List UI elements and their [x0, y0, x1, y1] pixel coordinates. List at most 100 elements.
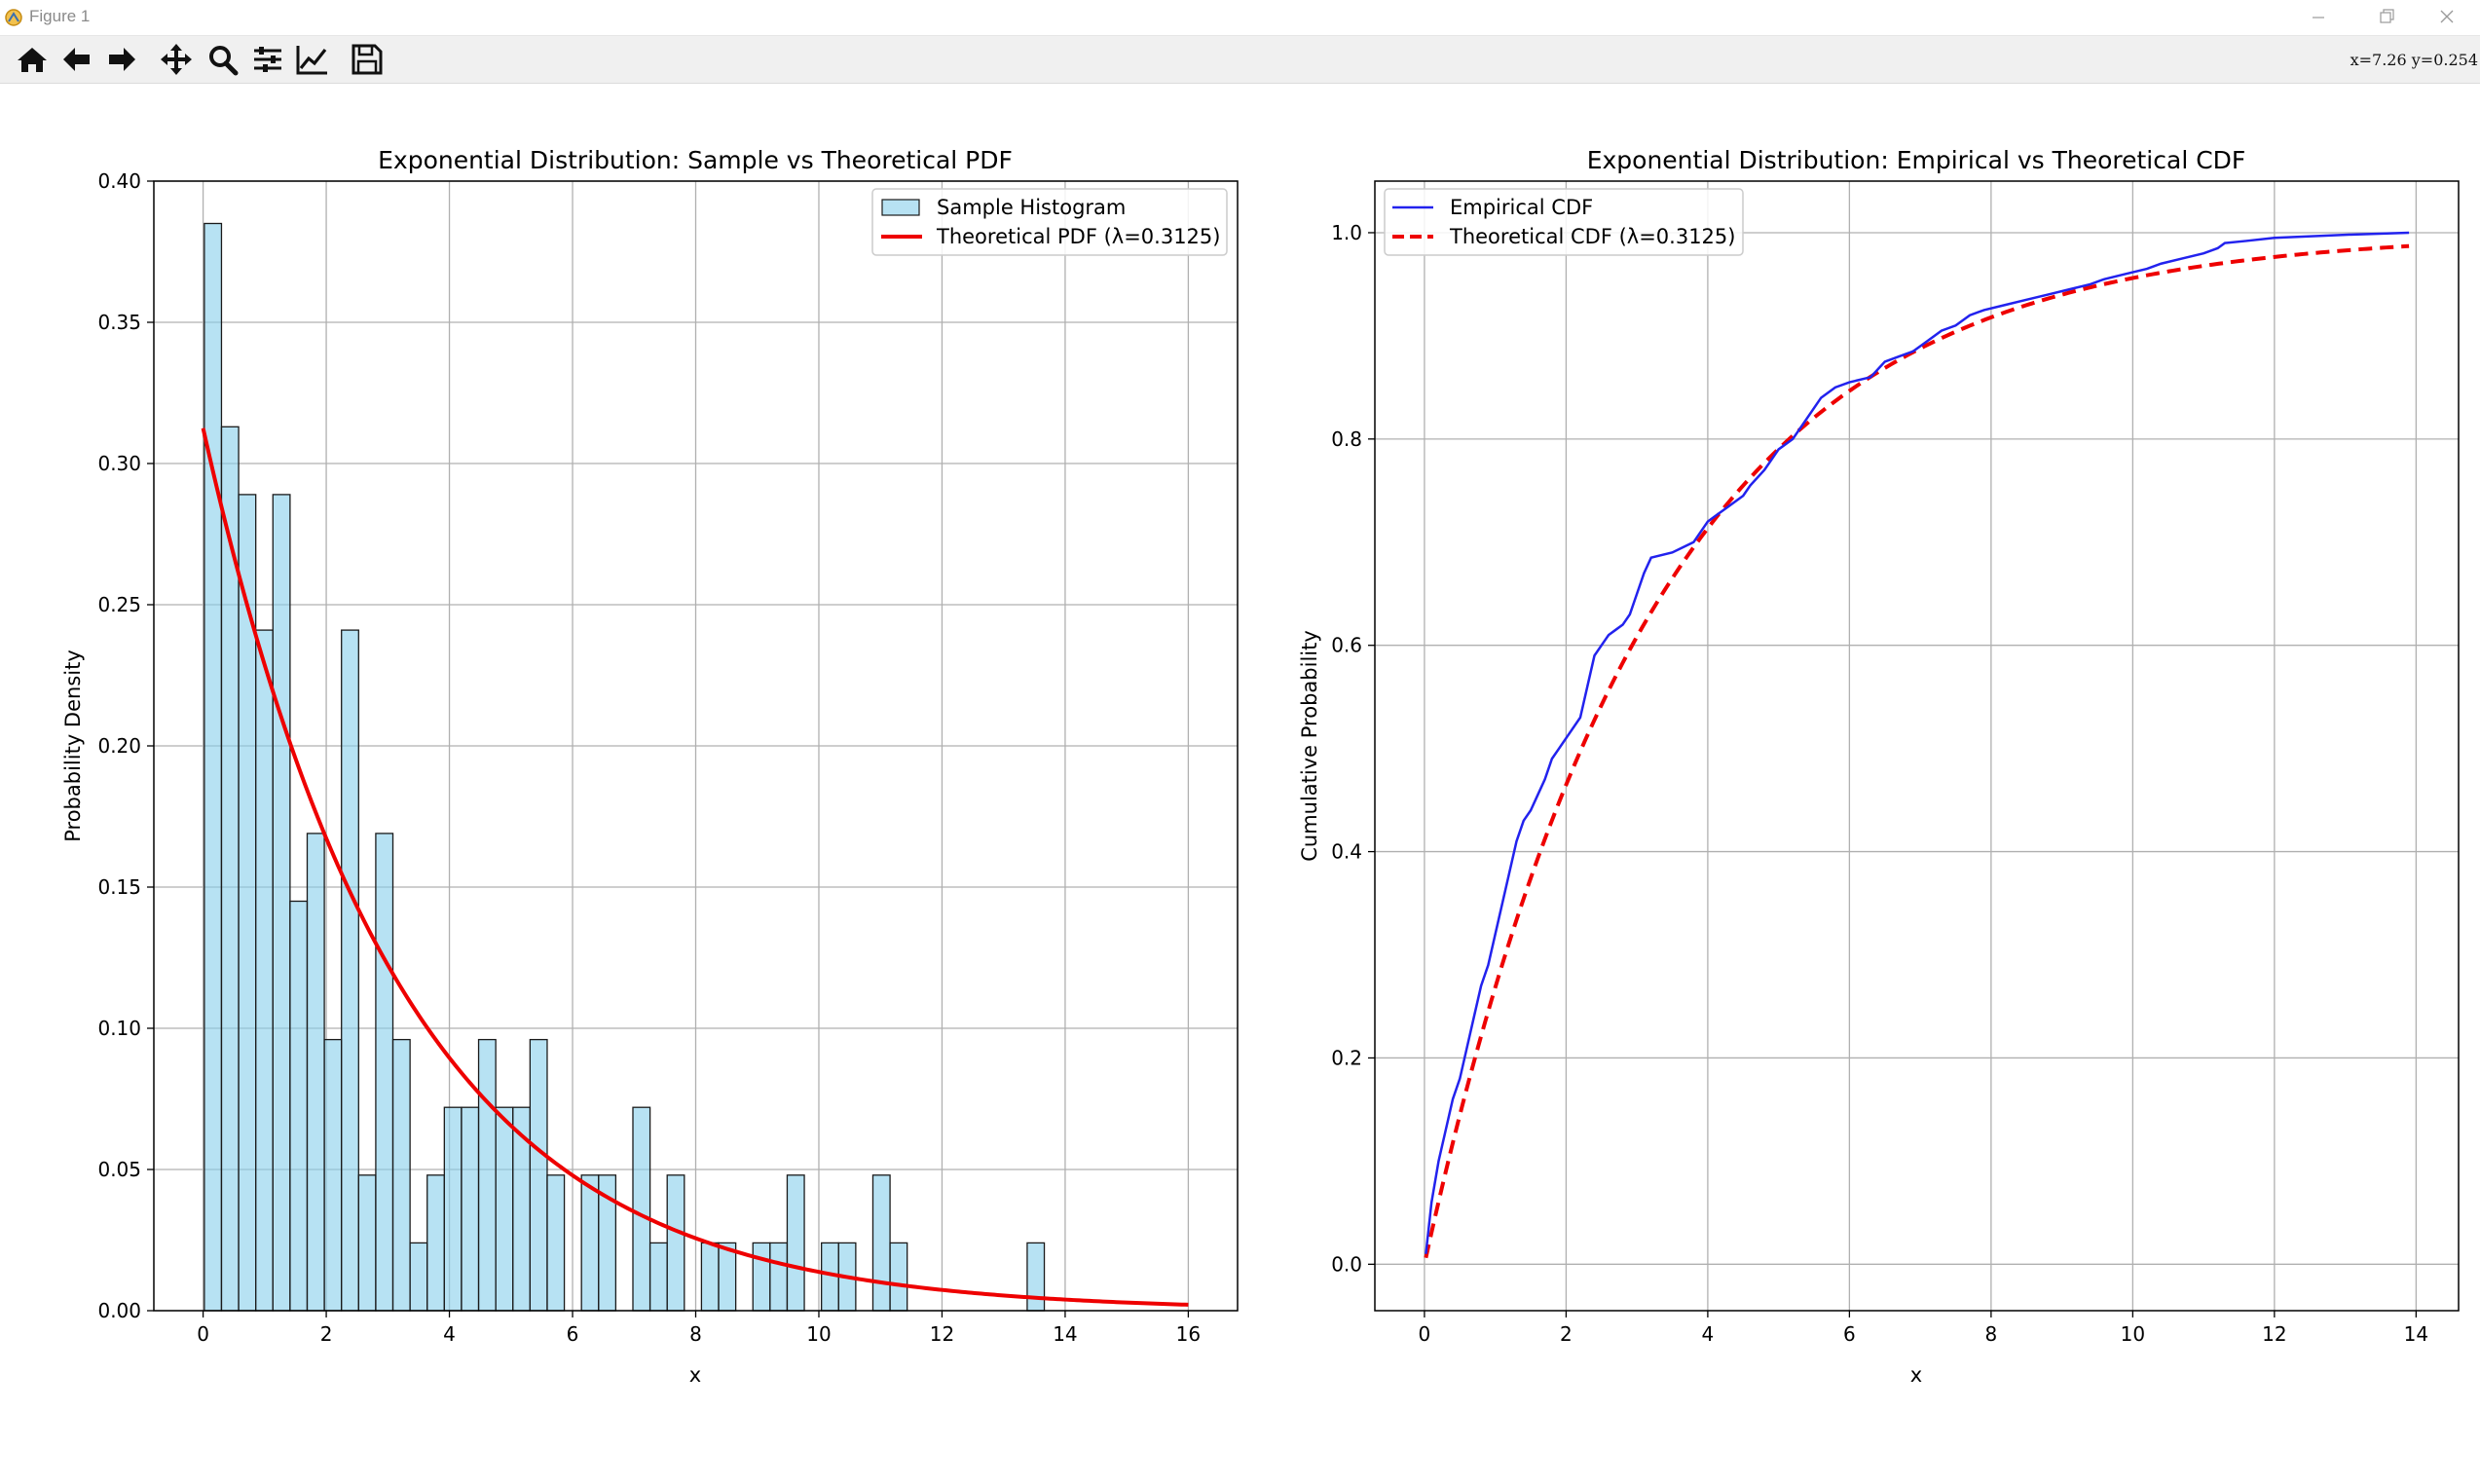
- configure-subplots-icon[interactable]: [249, 42, 286, 77]
- figure-canvas[interactable]: 0 2 4 6 8 10 12 14 16 0.000.050.100.150.200.250.…: [0, 84, 2480, 1484]
- pdf-histogram-bars: [204, 222, 1046, 1312]
- histogram-bar: [341, 629, 359, 1312]
- histogram-bar: [375, 833, 394, 1312]
- cdf-x-tick-label: 0: [1419, 1322, 1431, 1346]
- histogram-bar: [443, 1106, 463, 1312]
- cdf-x-tick-label: 6: [1843, 1322, 1856, 1346]
- cdf-y-tick-label: 0.2: [1331, 1046, 1362, 1069]
- restore-icon[interactable]: [2351, 0, 2420, 35]
- histogram-bar: [391, 1038, 411, 1312]
- cdf-empirical-line: [1425, 231, 2410, 1254]
- histogram-bar: [409, 1242, 428, 1312]
- histogram-bar: [306, 833, 325, 1312]
- histogram-bar: [700, 1242, 720, 1312]
- navigation-toolbar: [0, 36, 2480, 84]
- pdf-x-tick-label: 0: [197, 1322, 209, 1346]
- histogram-bar: [426, 1174, 445, 1312]
- histogram-bar: [871, 1174, 891, 1312]
- pdf-y-ticks: 0.00 0.05 0.10 0.15 0.20 0.25 0.30 0.35 0.40: [97, 169, 154, 1322]
- cdf-x-tick-label: 8: [1985, 1322, 1998, 1346]
- pdf-y-tick-label: 0.10: [97, 1017, 141, 1040]
- legend-swatch-histogram: [881, 199, 920, 216]
- cdf-y-tick-label: 0.4: [1331, 840, 1362, 864]
- histogram-bar: [357, 1174, 377, 1312]
- histogram-bar: [769, 1242, 789, 1312]
- matplotlib-app-icon: [5, 9, 22, 26]
- histogram-bar: [255, 629, 274, 1312]
- pdf-y-tick-label: 0.30: [97, 452, 141, 475]
- cdf-x-tick-label: 14: [2404, 1322, 2428, 1346]
- pdf-chart-title: Exponential Distribution: Sample vs Theo…: [378, 146, 1013, 174]
- pdf-x-tick-label: 8: [689, 1322, 702, 1346]
- forward-arrow-icon[interactable]: [103, 42, 140, 77]
- histogram-bar: [495, 1106, 514, 1312]
- pdf-y-tick-label: 0.00: [97, 1299, 141, 1322]
- histogram-bar: [461, 1106, 480, 1312]
- pdf-x-tick-label: 16: [1176, 1322, 1201, 1346]
- pdf-legend: Sample Histogram Theoretical PDF (λ=0.31…: [871, 188, 1228, 256]
- cdf-axes-frame: [1374, 180, 2460, 1312]
- cdf-y-tick-label: 1.0: [1331, 221, 1362, 244]
- pan-move-icon[interactable]: [158, 42, 195, 77]
- zoom-magnifier-icon[interactable]: [204, 42, 241, 77]
- pdf-y-tick-label: 0.35: [97, 311, 141, 334]
- cdf-x-tick-label: 4: [1702, 1322, 1715, 1346]
- cdf-subplot: 0 2 4 6 8 10 12 14 0.0 0.2 0.4 0.6 0.8 1.0 Exponenti…: [1298, 146, 2460, 1387]
- histogram-bar: [529, 1038, 548, 1312]
- histogram-bar: [752, 1242, 771, 1312]
- window-title: Figure 1: [29, 7, 91, 25]
- cdf-x-tick-label: 10: [2121, 1322, 2145, 1346]
- pdf-y-tick-label: 0.40: [97, 169, 141, 193]
- cdf-x-tick-label: 2: [1560, 1322, 1573, 1346]
- pdf-x-ticks: 0 2 4 6 8 10 12 14 16: [197, 1311, 1201, 1346]
- pdf-x-tick-label: 12: [930, 1322, 954, 1346]
- pdf-x-tick-label: 14: [1053, 1322, 1077, 1346]
- pdf-subplot: 0 2 4 6 8 10 12 14 16 0.000.050.100.150.200.250.…: [61, 146, 1239, 1387]
- legend-label-histogram: Sample Histogram: [937, 196, 1126, 219]
- legend-label-theoretical-cdf: Theoretical CDF (λ=0.3125): [1449, 225, 1735, 248]
- minimize-icon[interactable]: [2283, 0, 2351, 35]
- cdf-x-tick-label: 12: [2262, 1322, 2286, 1346]
- cdf-y-tick-label: 0.8: [1331, 427, 1362, 451]
- close-icon[interactable]: [2412, 0, 2480, 35]
- histogram-bar: [580, 1174, 600, 1312]
- histogram-bar: [272, 494, 291, 1312]
- pdf-y-tick-label: 0.20: [97, 734, 141, 758]
- cdf-y-ticks: 0.0 0.2 0.4 0.6 0.8 1.0: [1331, 221, 1375, 1276]
- histogram-bar: [204, 222, 223, 1312]
- cdf-chart-title: Exponential Distribution: Empirical vs T…: [1587, 146, 2246, 174]
- histogram-bar: [546, 1174, 566, 1312]
- home-icon[interactable]: [14, 42, 51, 77]
- cdf-legend: Empirical CDF Theoretical CDF (λ=0.3125): [1384, 188, 1744, 256]
- pdf-x-tick-label: 2: [320, 1322, 333, 1346]
- histogram-bar: [1026, 1242, 1046, 1312]
- pdf-theoretical-line: [201, 427, 1189, 1307]
- histogram-bar: [786, 1174, 805, 1312]
- pdf-y-tick-label: 0.25: [97, 593, 141, 616]
- pdf-y-tick-label: 0.15: [97, 875, 141, 899]
- histogram-bar: [632, 1106, 651, 1312]
- cdf-x-ticks: 0 2 4 6 8 10 12 14: [1419, 1311, 2428, 1346]
- histogram-bar: [648, 1242, 668, 1312]
- legend-label-pdf: Theoretical PDF (λ=0.3125): [936, 225, 1220, 248]
- histogram-bar: [477, 1038, 497, 1312]
- save-floppy-icon[interactable]: [349, 42, 386, 77]
- histogram-bar: [889, 1242, 908, 1312]
- cdf-y-tick-label: 0.6: [1331, 634, 1362, 657]
- pdf-x-tick-label: 10: [806, 1322, 831, 1346]
- edit-axis-curve-icon[interactable]: [294, 42, 331, 77]
- pdf-y-axis-label: Probability Density: [61, 649, 85, 842]
- pdf-x-tick-label: 6: [567, 1322, 579, 1346]
- cdf-x-axis-label: x: [1910, 1363, 1922, 1387]
- pdf-y-tick-label: 0.05: [97, 1158, 141, 1181]
- histogram-bar: [238, 494, 257, 1312]
- cdf-y-tick-label: 0.0: [1331, 1252, 1362, 1276]
- pdf-x-tick-label: 4: [443, 1322, 456, 1346]
- pdf-x-axis-label: x: [689, 1363, 701, 1387]
- cdf-theoretical-line: [1424, 243, 2410, 1259]
- window-titlebar: Figure 1: [0, 0, 2480, 36]
- legend-label-empirical: Empirical CDF: [1450, 196, 1593, 219]
- back-arrow-icon[interactable]: [58, 42, 95, 77]
- histogram-bar: [323, 1038, 343, 1312]
- cursor-coordinates-readout: x=7.26 y=0.254: [2350, 51, 2478, 69]
